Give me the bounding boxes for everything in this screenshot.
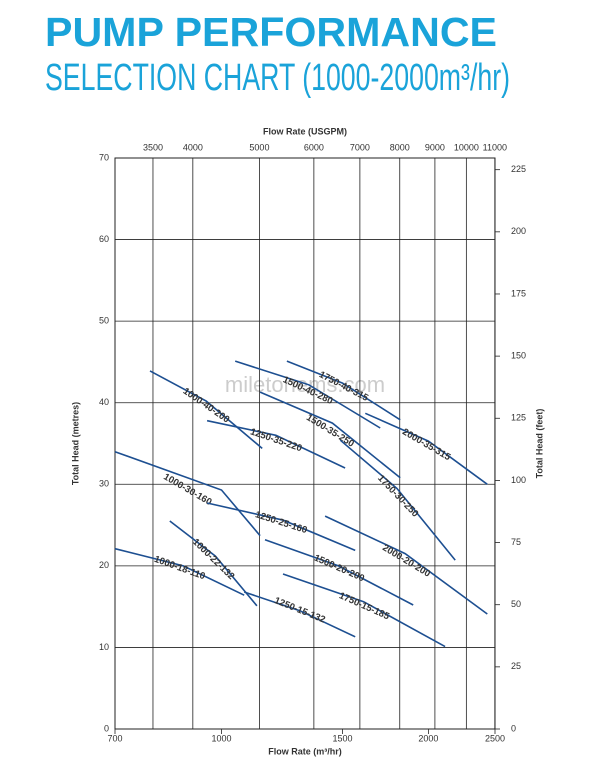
pump-curve bbox=[286, 360, 401, 421]
x2-tick-label: 9000 bbox=[425, 142, 445, 152]
x-tick-label: 700 bbox=[107, 733, 122, 743]
curve-label: 1000-40-200 bbox=[181, 386, 232, 426]
x-axis-title: Flow Rate (m³/hr) bbox=[268, 746, 342, 756]
curve-label: 1250-15-132 bbox=[273, 595, 327, 625]
y2-tick-label: 75 bbox=[511, 537, 521, 547]
y2-tick-label: 175 bbox=[511, 288, 526, 298]
y2-tick-label: 125 bbox=[511, 413, 526, 423]
y-tick-label: 60 bbox=[99, 234, 109, 244]
curve-label: 1500-20-200 bbox=[312, 553, 366, 585]
curve-label: 1250-35-220 bbox=[249, 426, 304, 454]
pump-curve bbox=[243, 591, 356, 638]
x-tick-label: 2000 bbox=[418, 733, 438, 743]
pump-curve bbox=[114, 450, 261, 537]
x-tick-label: 1500 bbox=[332, 733, 352, 743]
chart-subtitle: SELECTION CHART (1000-2000m³/hr) bbox=[45, 57, 510, 99]
y2-tick-label: 200 bbox=[511, 226, 526, 236]
y-tick-label: 20 bbox=[99, 560, 109, 570]
y2-tick-label: 50 bbox=[511, 599, 521, 609]
y-tick-label: 50 bbox=[99, 316, 109, 326]
pump-curve bbox=[114, 547, 245, 596]
curve-label: 2000-35-315 bbox=[400, 427, 453, 464]
pump-curve bbox=[264, 539, 414, 606]
y-tick-label: 30 bbox=[99, 479, 109, 489]
pump-curve bbox=[169, 520, 258, 607]
curve-label: 2000-20-200 bbox=[380, 542, 432, 579]
x-tick-label: 2500 bbox=[485, 733, 505, 743]
pump-curve bbox=[282, 573, 446, 648]
y2-tick-label: 225 bbox=[511, 164, 526, 174]
y2-tick-label: 150 bbox=[511, 350, 526, 360]
pump-curve bbox=[259, 391, 401, 479]
y-tick-label: 0 bbox=[104, 723, 109, 733]
pump-curve bbox=[234, 360, 381, 429]
pump-curve bbox=[324, 515, 488, 615]
curve-label: 1000-18-110 bbox=[153, 554, 207, 582]
x2-tick-label: 3500 bbox=[143, 142, 163, 152]
curve-label: 1500-35-250 bbox=[304, 412, 356, 449]
pump-curve bbox=[364, 412, 488, 485]
x2-axis-title: Flow Rate (USGPM) bbox=[263, 126, 347, 136]
pump-curve bbox=[206, 419, 346, 469]
plot-frame bbox=[114, 157, 496, 730]
x2-tick-label: 11000 bbox=[483, 142, 507, 152]
x2-tick-label: 5000 bbox=[249, 142, 269, 152]
x2-tick-label: 4000 bbox=[183, 142, 203, 152]
y2-tick-label: 0 bbox=[511, 723, 516, 733]
y2-tick-label: 25 bbox=[511, 661, 521, 671]
pump-curve bbox=[339, 439, 456, 561]
curve-label: 1750-30-250 bbox=[375, 473, 420, 520]
y-tick-label: 40 bbox=[99, 397, 109, 407]
y-tick-label: 70 bbox=[99, 152, 109, 162]
y2-axis-title: Total Head (feet) bbox=[534, 409, 544, 479]
curve-label: 1250-25-160 bbox=[254, 509, 309, 536]
x-tick-label: 1000 bbox=[211, 733, 231, 743]
x2-tick-label: 6000 bbox=[304, 142, 324, 152]
pump-curve bbox=[206, 502, 356, 552]
y-tick-label: 10 bbox=[99, 642, 109, 652]
x2-tick-label: 10000 bbox=[454, 142, 479, 152]
x2-tick-label: 8000 bbox=[390, 142, 410, 152]
curve-label: 1750-15-185 bbox=[337, 590, 391, 622]
pump-curve bbox=[149, 370, 263, 450]
chart-title: PUMP PERFORMANCE bbox=[45, 9, 497, 55]
x2-tick-label: 7000 bbox=[350, 142, 370, 152]
y-axis-title: Total Head (metres) bbox=[70, 402, 80, 485]
y2-tick-label: 100 bbox=[511, 475, 526, 485]
